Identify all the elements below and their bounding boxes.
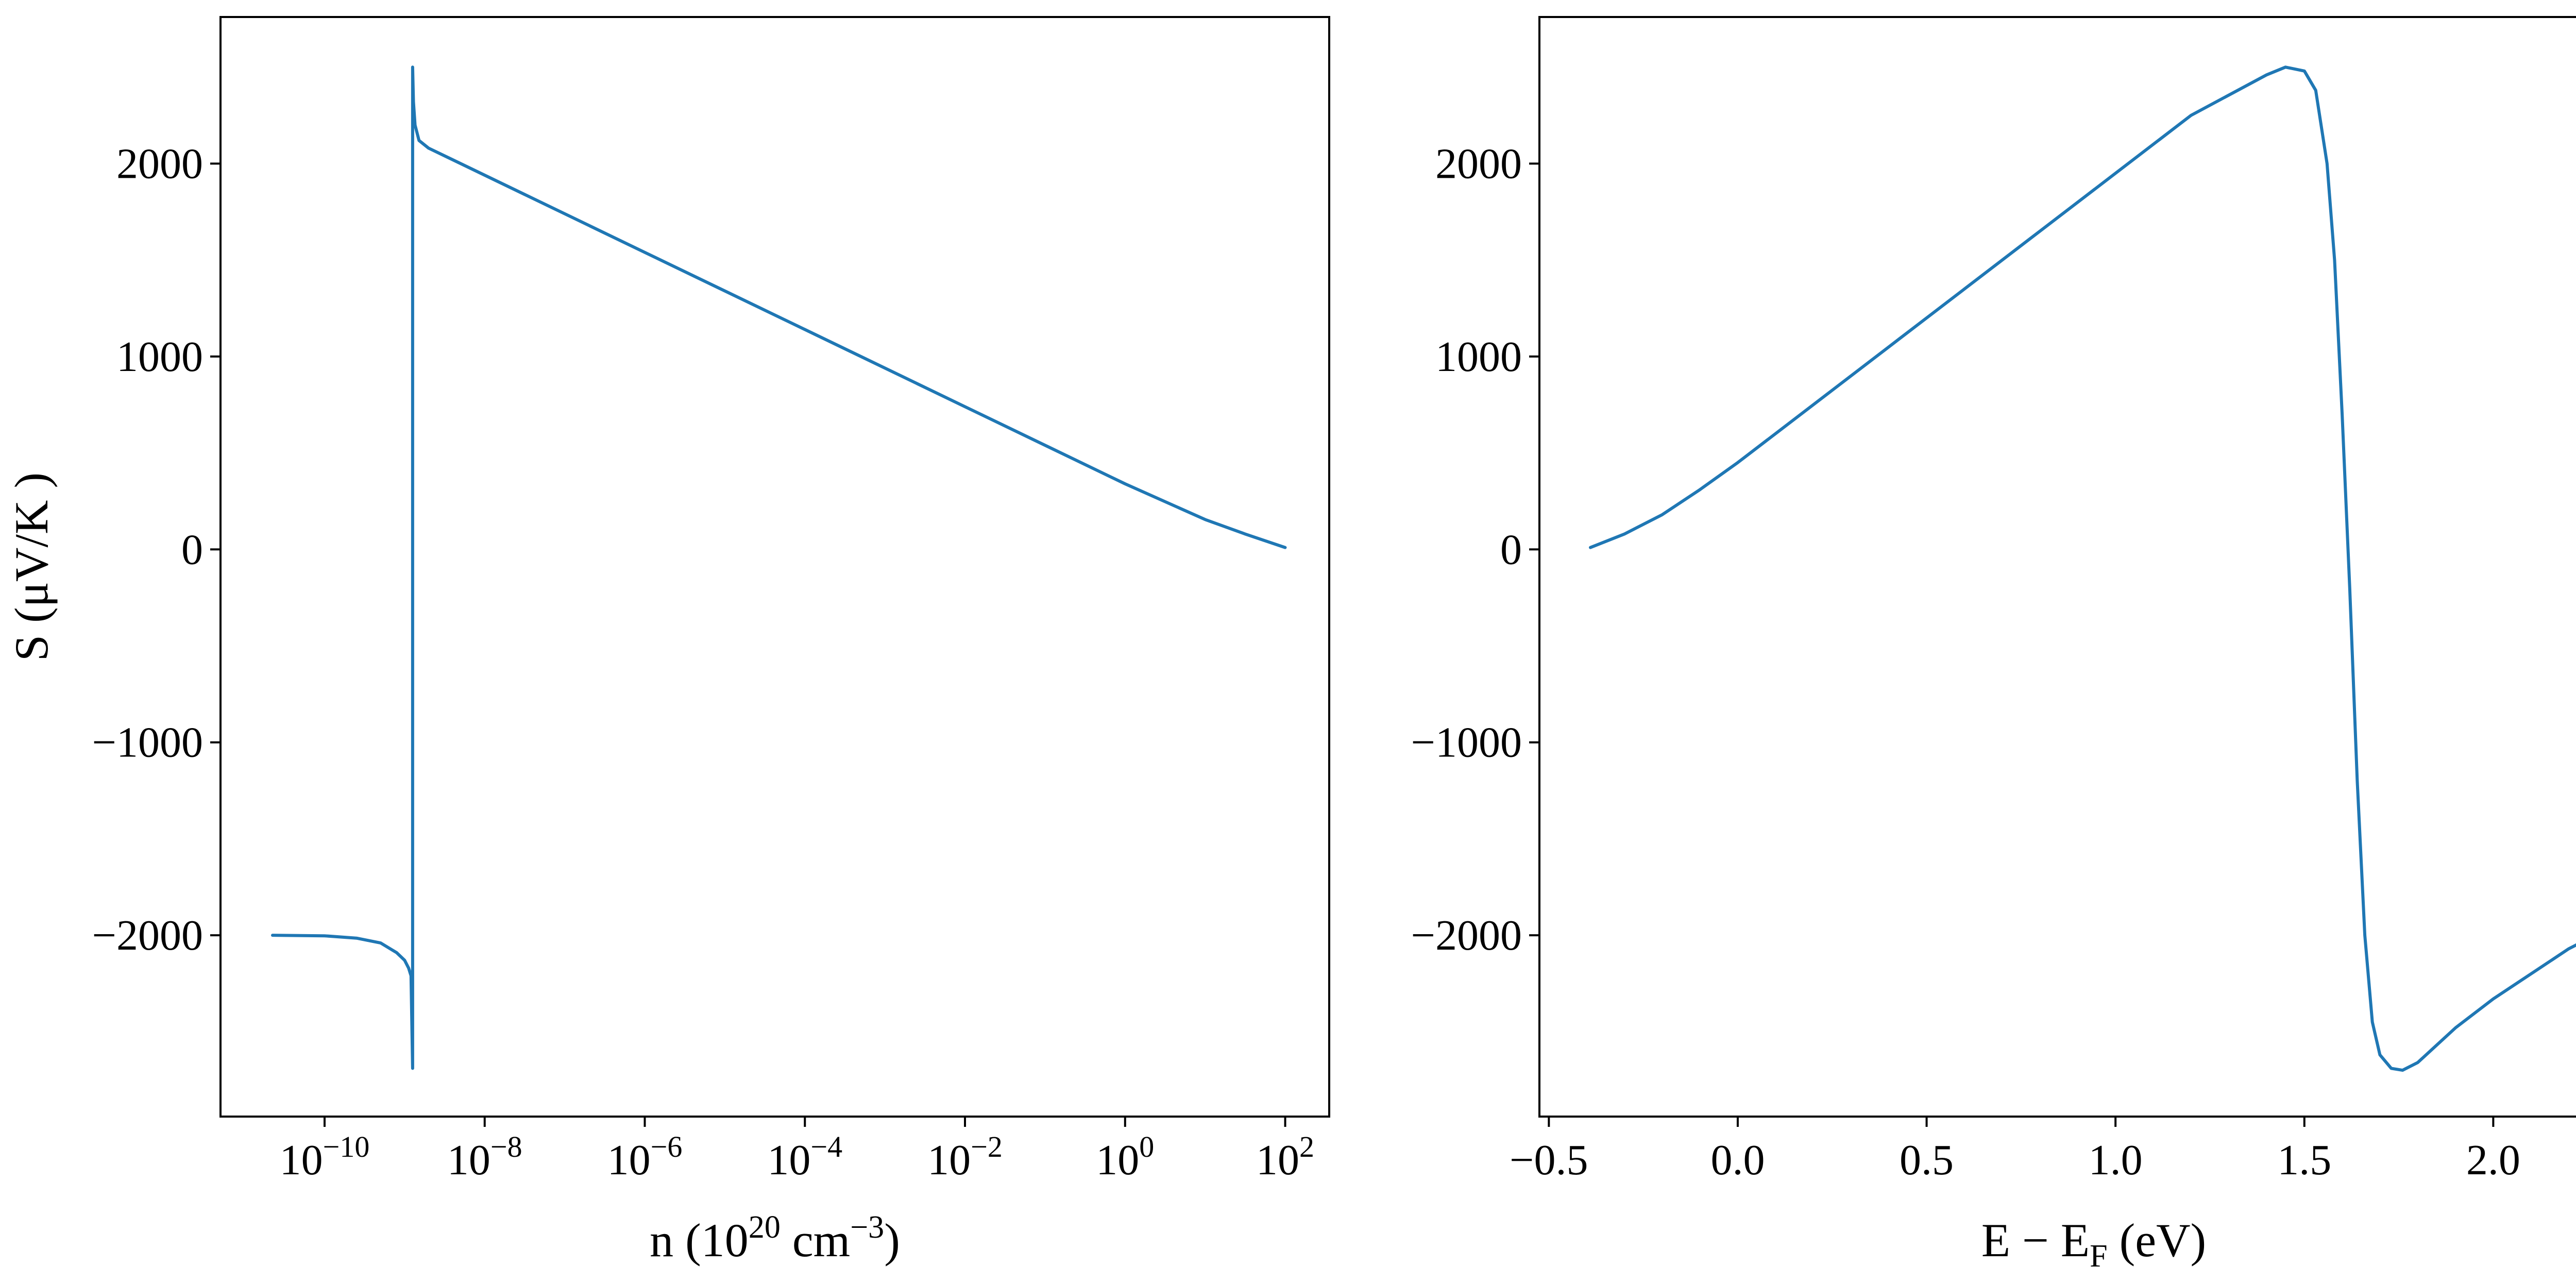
left-plot-panel: 2000 1000 0 −1000 −2000 10−10 10−8 10−6 10−4 10−2…	[5, 16, 1330, 1267]
right-plot-panel: 2000 1000 0 −1000 −2000 −0.5 0.0 0.5 1.0 1.5 2.0 E …	[1411, 16, 2576, 1274]
y-tick-label: 1000	[116, 333, 203, 381]
y-tick-label: −2000	[1411, 911, 1522, 959]
plot-frame	[1538, 16, 2576, 1118]
plot-frame	[219, 16, 1330, 1118]
x-tick-label: 0.5	[1900, 1136, 1954, 1184]
x-tick-label: 0.0	[1710, 1136, 1765, 1184]
x-tick-label: 100	[1096, 1130, 1154, 1184]
y-tick-label: 2000	[1435, 140, 1522, 188]
series-line	[1589, 65, 2576, 1072]
y-tick-label: 1000	[1435, 333, 1522, 381]
x-tick-label: 10−6	[607, 1130, 683, 1184]
x-tick-label: 2.0	[2466, 1136, 2520, 1184]
y-tick-label: 0	[1500, 526, 1522, 573]
x-axis-label: E − EF (eV)	[1981, 1214, 2206, 1274]
y-tick-label: 2000	[116, 140, 203, 188]
x-tick-label: 1.5	[2277, 1136, 2331, 1184]
x-tick-label: 10−10	[280, 1130, 370, 1184]
y-axis-label: S (μV/K )	[5, 472, 58, 661]
y-tick-label: −1000	[92, 719, 203, 767]
x-tick-label: 10−2	[927, 1130, 1003, 1184]
x-tick-label: 10−4	[767, 1130, 842, 1184]
x-tick-label: 10−8	[447, 1130, 522, 1184]
x-axis-label: n (1020 cm−3)	[650, 1210, 900, 1267]
y-tick-label: −1000	[1411, 719, 1522, 767]
x-tick-label: 102	[1256, 1130, 1314, 1184]
x-tick-label: 1.0	[2089, 1136, 2143, 1184]
y-tick-label: −2000	[92, 911, 203, 959]
y-tick-label: 0	[181, 526, 203, 573]
x-tick-label: −0.5	[1510, 1136, 1588, 1184]
series-line	[271, 65, 1287, 1070]
